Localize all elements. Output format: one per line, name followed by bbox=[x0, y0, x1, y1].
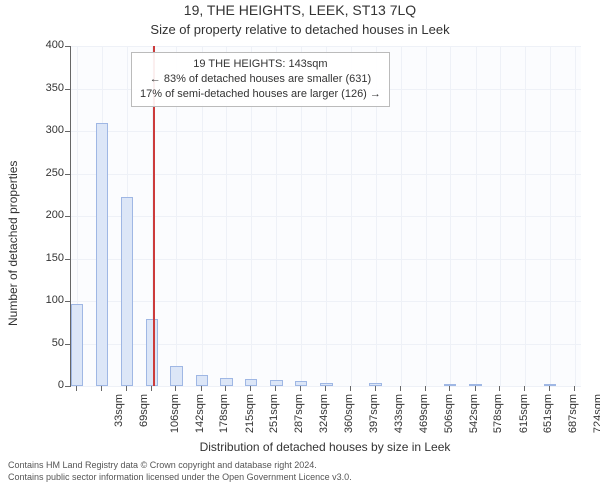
y-tick bbox=[65, 46, 70, 47]
histogram-bar bbox=[170, 366, 182, 386]
x-tick bbox=[175, 386, 176, 391]
y-tick-label: 250 bbox=[4, 167, 64, 179]
histogram-bar bbox=[544, 384, 556, 386]
chart-container: 19, THE HEIGHTS, LEEK, ST13 7LQ Size of … bbox=[0, 0, 600, 500]
x-tick bbox=[275, 386, 276, 391]
x-tick-label: 33sqm bbox=[113, 394, 125, 427]
histogram-bar bbox=[444, 384, 456, 386]
x-tick-label: 178sqm bbox=[219, 394, 231, 433]
y-tick-label: 0 bbox=[4, 379, 64, 391]
x-tick-label: 106sqm bbox=[169, 394, 181, 433]
annotation-box: 19 THE HEIGHTS: 143sqm ← 83% of detached… bbox=[131, 52, 390, 107]
x-tick bbox=[549, 386, 550, 391]
x-tick-label: 251sqm bbox=[269, 394, 281, 433]
plot-area: 19 THE HEIGHTS: 143sqm ← 83% of detached… bbox=[70, 46, 581, 387]
x-tick bbox=[400, 386, 401, 391]
histogram-bar bbox=[196, 375, 208, 386]
x-tick bbox=[524, 386, 525, 391]
annotation-line-3: 17% of semi-detached houses are larger (… bbox=[140, 87, 381, 102]
x-tick-label: 69sqm bbox=[138, 394, 150, 427]
y-tick-label: 50 bbox=[4, 337, 64, 349]
x-tick bbox=[201, 386, 202, 391]
histogram-bar bbox=[96, 123, 108, 387]
x-tick-label: 142sqm bbox=[194, 394, 206, 433]
y-tick bbox=[65, 216, 70, 217]
annotation-line-2: ← 83% of detached houses are smaller (63… bbox=[140, 72, 381, 87]
y-tick-label: 300 bbox=[4, 124, 64, 136]
y-tick-label: 150 bbox=[4, 252, 64, 264]
x-tick-label: 360sqm bbox=[343, 394, 355, 433]
y-tick-label: 100 bbox=[4, 294, 64, 306]
x-tick bbox=[250, 386, 251, 391]
gridline-v bbox=[476, 46, 477, 386]
footnote-line-1: Contains HM Land Registry data © Crown c… bbox=[8, 460, 592, 471]
x-tick bbox=[499, 386, 500, 391]
x-tick-label: 578sqm bbox=[492, 394, 504, 433]
x-tick bbox=[375, 386, 376, 391]
x-tick-label: 615sqm bbox=[518, 394, 530, 433]
x-tick bbox=[151, 386, 152, 391]
x-tick bbox=[225, 386, 226, 391]
x-tick bbox=[126, 386, 127, 391]
x-tick-label: 324sqm bbox=[319, 394, 331, 433]
footnote-line-2: Contains public sector information licen… bbox=[8, 472, 592, 483]
gridline-v bbox=[550, 46, 551, 386]
histogram-bar bbox=[220, 378, 232, 386]
y-tick bbox=[65, 344, 70, 345]
gridline-v bbox=[426, 46, 427, 386]
x-tick bbox=[574, 386, 575, 391]
x-tick-label: 506sqm bbox=[443, 394, 455, 433]
y-tick-label: 400 bbox=[4, 39, 64, 51]
x-tick bbox=[325, 386, 326, 391]
x-tick-label: 687sqm bbox=[567, 394, 579, 433]
histogram-bar bbox=[320, 383, 332, 386]
y-tick bbox=[65, 131, 70, 132]
chart-title: Size of property relative to detached ho… bbox=[0, 22, 600, 37]
x-tick-label: 469sqm bbox=[418, 394, 430, 433]
gridline-v bbox=[500, 46, 501, 386]
histogram-bar bbox=[121, 197, 133, 386]
x-tick-label: 215sqm bbox=[244, 394, 256, 433]
y-tick-label: 200 bbox=[4, 209, 64, 221]
y-tick-label: 350 bbox=[4, 82, 64, 94]
x-tick-label: 724sqm bbox=[592, 394, 600, 433]
x-axis-label: Distribution of detached houses by size … bbox=[70, 440, 580, 454]
histogram-bar bbox=[71, 304, 83, 386]
x-tick bbox=[350, 386, 351, 391]
x-tick-label: 542sqm bbox=[468, 394, 480, 433]
gridline-v bbox=[575, 46, 576, 386]
gridline-v bbox=[401, 46, 402, 386]
x-tick-label: 651sqm bbox=[542, 394, 554, 433]
y-tick bbox=[65, 89, 70, 90]
y-tick bbox=[65, 301, 70, 302]
x-tick bbox=[475, 386, 476, 391]
x-tick bbox=[101, 386, 102, 391]
x-tick bbox=[425, 386, 426, 391]
x-tick bbox=[300, 386, 301, 391]
gridline-v bbox=[450, 46, 451, 386]
x-tick bbox=[76, 386, 77, 391]
x-tick bbox=[449, 386, 450, 391]
x-tick-label: 397sqm bbox=[368, 394, 380, 433]
histogram-bar bbox=[245, 379, 257, 386]
y-tick bbox=[65, 174, 70, 175]
x-tick-label: 287sqm bbox=[293, 394, 305, 433]
x-tick-label: 433sqm bbox=[393, 394, 405, 433]
y-tick bbox=[65, 259, 70, 260]
y-tick bbox=[65, 386, 70, 387]
annotation-line-1: 19 THE HEIGHTS: 143sqm bbox=[140, 57, 381, 72]
gridline-v bbox=[525, 46, 526, 386]
chart-supertitle: 19, THE HEIGHTS, LEEK, ST13 7LQ bbox=[0, 2, 600, 18]
